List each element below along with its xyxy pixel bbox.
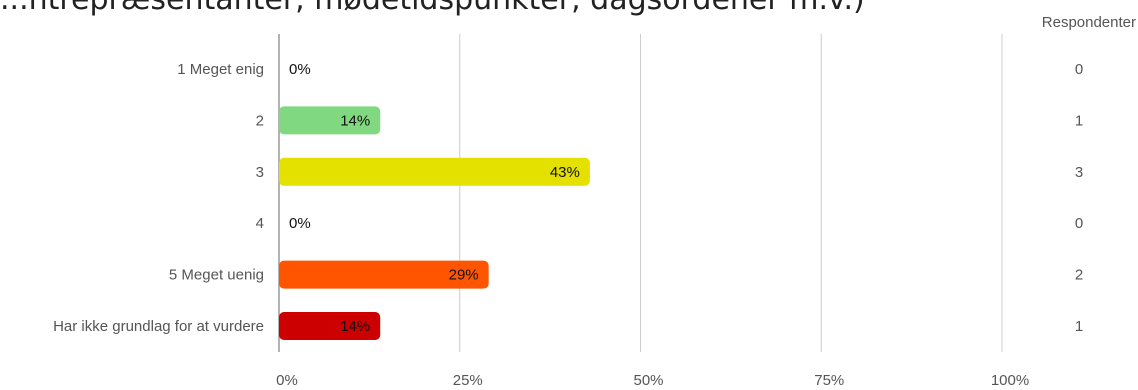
x-tick-label: 100% (991, 372, 1029, 389)
x-tick-label: 50% (633, 372, 663, 389)
category-label: 5 Meget uenig (169, 267, 264, 284)
respondent-count: 1 (1075, 318, 1083, 335)
bar-value-label: 29% (449, 267, 479, 284)
bar-value-label: 14% (340, 318, 370, 335)
respondent-count: 0 (1075, 61, 1083, 78)
category-label: 2 (256, 112, 264, 129)
respondent-count: 3 (1075, 164, 1083, 181)
x-tick-label: 25% (453, 372, 483, 389)
bar (279, 106, 381, 135)
category-label: 4 (256, 215, 264, 232)
bar (279, 260, 489, 289)
bar (279, 312, 381, 340)
respondents-header: Respondenter (1041, 14, 1136, 31)
bar-value-label: 43% (550, 164, 580, 181)
bar-value-label: 0% (289, 215, 311, 232)
respondent-count: 2 (1075, 267, 1083, 284)
bar (279, 157, 590, 186)
category-label: 1 Meget enig (177, 61, 264, 78)
respondent-count: 0 (1075, 215, 1083, 232)
category-label: 3 (256, 164, 264, 181)
x-tick-label: 0% (276, 372, 298, 389)
bar-value-label: 14% (340, 112, 370, 129)
category-label: Har ikke grundlag for at vurdere (53, 318, 264, 335)
chart-title: ...ntrepræsentanter, mødetidspunkter, da… (0, 0, 1000, 20)
bar-value-label: 0% (289, 61, 311, 78)
respondent-count: 1 (1075, 112, 1083, 129)
x-tick-label: 75% (814, 372, 844, 389)
